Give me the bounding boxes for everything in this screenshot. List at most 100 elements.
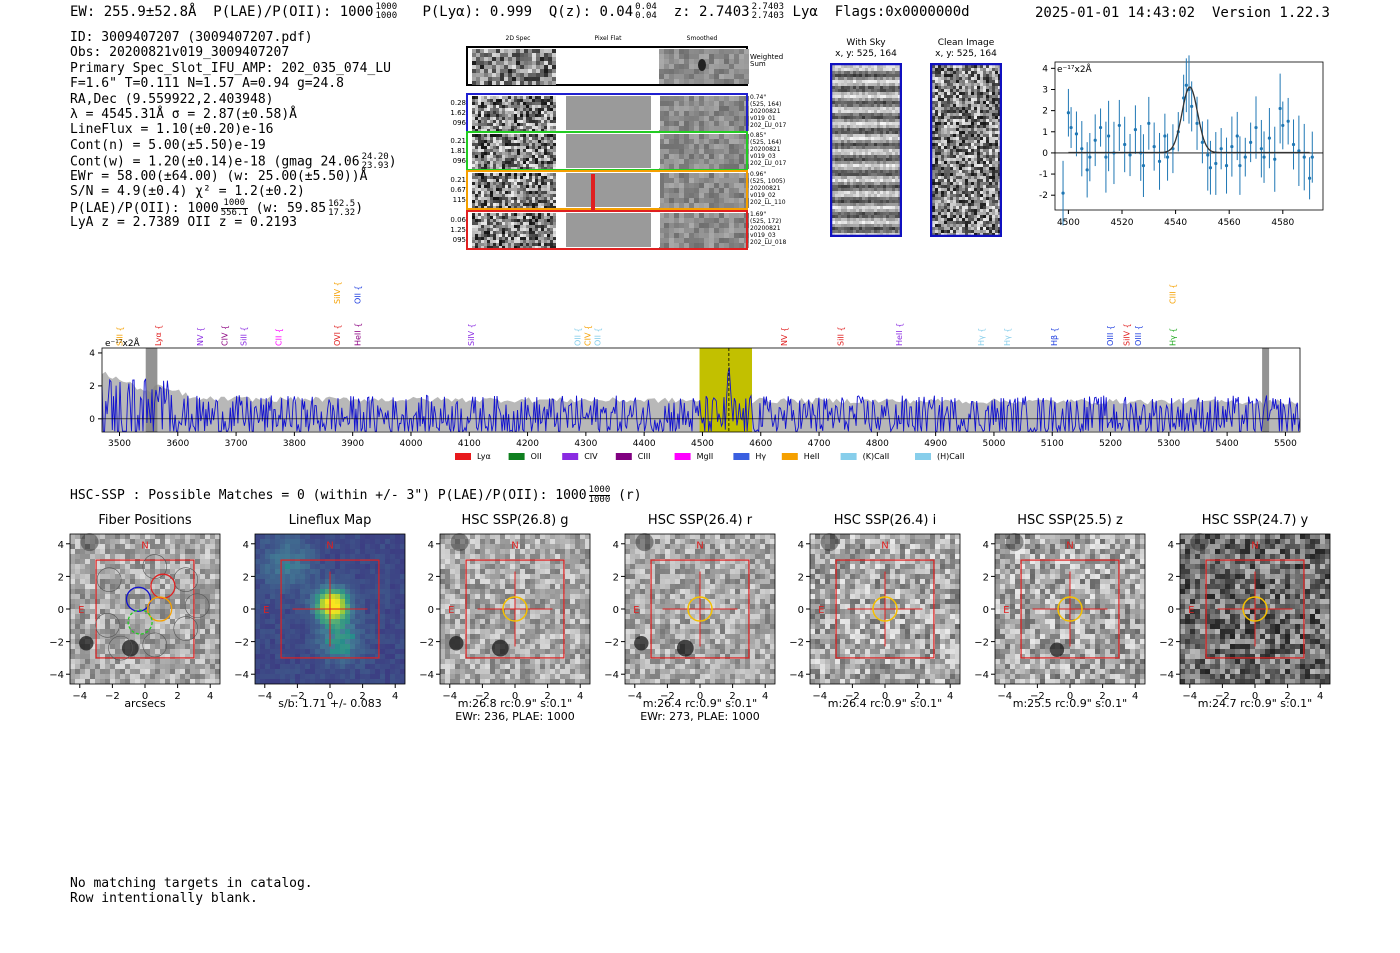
- cutout-pixel: [885, 539, 890, 544]
- cutout-pixel: [870, 574, 875, 579]
- cutout-pixel: [270, 584, 275, 589]
- cutout-pixel: [845, 654, 850, 659]
- cutout-pixel: [400, 564, 405, 569]
- cutout-pixel: [510, 674, 515, 679]
- cutout-pixel: [930, 584, 935, 589]
- cutout-pixel: [375, 609, 380, 614]
- cutout-pixel: [120, 539, 125, 544]
- cutout-pixel: [730, 534, 735, 539]
- cutout-pixel: [125, 634, 130, 639]
- cutout-pixel: [665, 569, 670, 574]
- cutout-xtick-label: −4: [627, 691, 642, 702]
- spectral-line-label: CIII {: [1168, 284, 1177, 304]
- cutout-pixel: [290, 644, 295, 649]
- cutout-pixel: [825, 659, 830, 664]
- cutout-pixel: [850, 609, 855, 614]
- cutout-source: [635, 533, 654, 552]
- cutout-pixel: [915, 559, 920, 564]
- cutout-pixel: [560, 619, 565, 624]
- cutout-pixel: [85, 679, 90, 684]
- cutout-pixel: [730, 554, 735, 559]
- cutout-pixel: [690, 539, 695, 544]
- weighted-sum-label: Weighted Sum: [750, 53, 784, 68]
- cutout-pixel: [115, 619, 120, 624]
- cutout-pixel: [160, 629, 165, 634]
- cutout-pixel: [930, 559, 935, 564]
- cutout-pixel: [330, 644, 335, 649]
- cutout-pixel: [955, 644, 960, 649]
- cutout-caption: arcsecs: [124, 697, 166, 710]
- cutout-pixel: [495, 604, 500, 609]
- cutout-pixel: [885, 644, 890, 649]
- cutout-pixel: [545, 604, 550, 609]
- cutout-pixel: [150, 674, 155, 679]
- cutout-pixel: [350, 534, 355, 539]
- cutout-pixel: [200, 579, 205, 584]
- cutout-pixel: [125, 679, 130, 684]
- zoom-point: [1074, 132, 1079, 136]
- aperture-circle: [872, 596, 898, 622]
- cutout-pixel: [475, 604, 480, 609]
- cutout-pixel: [440, 609, 445, 614]
- cutout-pixel: [310, 624, 315, 629]
- cutout-pixel: [870, 599, 875, 604]
- spec-xtick-label: 3800: [283, 439, 306, 449]
- cutout-pixel: [890, 654, 895, 659]
- cutout-pixel: [370, 634, 375, 639]
- cutout-pixel: [115, 609, 120, 614]
- cutout-pixel: [155, 624, 160, 629]
- cutout-pixel: [835, 649, 840, 654]
- cutout-pixel: [870, 554, 875, 559]
- cutout-pixel: [940, 549, 945, 554]
- cutout-pixel: [625, 649, 630, 654]
- cutout-pixel: [315, 544, 320, 549]
- cutout-pixel: [475, 594, 480, 599]
- cutout-pixel: [185, 679, 190, 684]
- cutout-pixel: [625, 594, 630, 599]
- cutout-pixel: [715, 534, 720, 539]
- cutout-pixel: [520, 664, 525, 669]
- cutout-pixel: [715, 629, 720, 634]
- cutout-pixel: [725, 649, 730, 654]
- cutout-pixel: [195, 679, 200, 684]
- cutout-pixel: [375, 544, 380, 549]
- cutout-pixel: [320, 679, 325, 684]
- cutout-pixel: [70, 649, 75, 654]
- cutout-pixel: [470, 594, 475, 599]
- cutout-pixel: [655, 619, 660, 624]
- cutout-title: Lineflux Map: [288, 513, 372, 528]
- cutout-pixel: [480, 544, 485, 549]
- cutout-pixel: [95, 669, 100, 674]
- cutout-pixel: [105, 624, 110, 629]
- cutout-pixel: [325, 634, 330, 639]
- cutout-pixel: [910, 619, 915, 624]
- cutout-pixel: [95, 594, 100, 599]
- cutout-pixel: [815, 609, 820, 614]
- cutout-pixel: [630, 679, 635, 684]
- cutout-pixel: [700, 604, 705, 609]
- cutout-pixel: [450, 619, 455, 624]
- cutout-pixel: [185, 594, 190, 599]
- cutout-pixel: [285, 549, 290, 554]
- cutout-pixel: [320, 574, 325, 579]
- cutout-pixel: [570, 579, 575, 584]
- cutout-pixel: [485, 554, 490, 559]
- cutout-pixel: [895, 634, 900, 639]
- cutout-pixel: [720, 619, 725, 624]
- cutout-pixel: [845, 619, 850, 624]
- cutout-pixel: [305, 539, 310, 544]
- cutout-pixel: [765, 589, 770, 594]
- cutout-pixel: [680, 679, 685, 684]
- cutout-pixel: [770, 554, 775, 559]
- cutout-pixel: [105, 584, 110, 589]
- cutout-pixel: [180, 674, 185, 679]
- cutout-pixel: [165, 569, 170, 574]
- cutout-pixel: [365, 599, 370, 604]
- cutout-pixel: [175, 544, 180, 549]
- cutout-region-box: [650, 559, 750, 659]
- cutout-pixel: [1005, 534, 1010, 539]
- cutout-pixel: [735, 564, 740, 569]
- cutout-pixel: [70, 599, 75, 604]
- cutout-pixel: [440, 614, 445, 619]
- cutout-pixel: [905, 674, 910, 679]
